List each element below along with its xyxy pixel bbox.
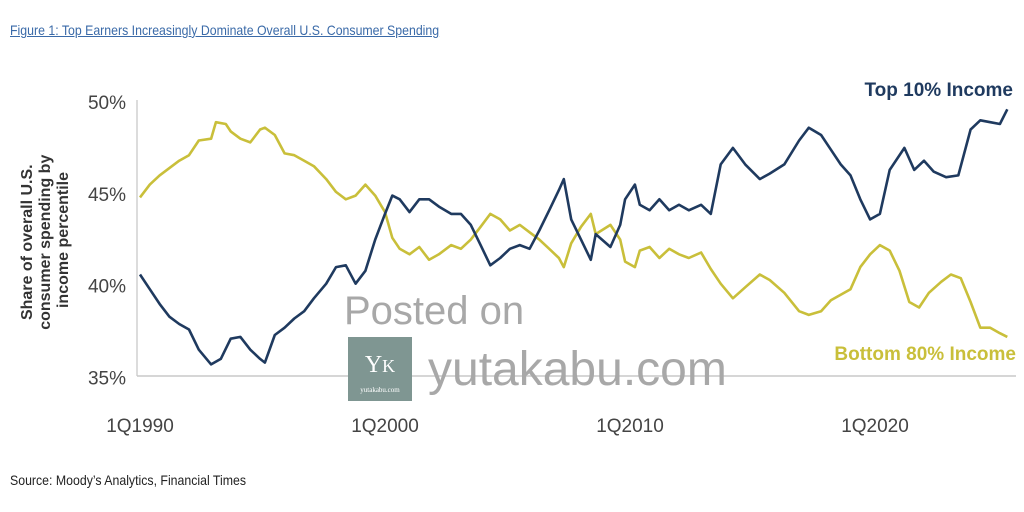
source-note: Source: Moody’s Analytics, Financial Tim… (10, 472, 247, 488)
axes (136, 100, 1016, 377)
y-tick-label: 50% (88, 93, 126, 114)
series-lines (138, 108, 1009, 366)
series-line-top-10-income (138, 108, 1009, 366)
x-tick-label: 1Q2000 (351, 416, 419, 437)
watermark-logo-caption: yutakabu.com (360, 386, 400, 394)
y-tick-label: 40% (88, 277, 126, 298)
watermark-logo (348, 337, 412, 401)
legend-top-10: Top 10% Income (864, 80, 1013, 101)
series-line-bottom-80-income (138, 120, 1008, 339)
y-axis-label-line: income percentile (55, 172, 72, 308)
watermark-site: yutakabu.com (428, 343, 727, 396)
y-tick-label: 45% (88, 185, 126, 206)
x-tick-label: 1Q1990 (106, 416, 174, 437)
y-tick-label: 35% (88, 368, 126, 389)
x-tick-label: 1Q2010 (596, 416, 664, 437)
watermark-posted-on: Posted on (344, 289, 524, 333)
x-tick-label: 1Q2020 (841, 416, 909, 437)
x-tick-labels: 1Q1990 1Q2000 1Q2010 1Q2020 (106, 416, 909, 437)
watermark-logo-letters: YK (365, 352, 395, 378)
figure-title[interactable]: Figure 1: Top Earners Increasingly Domin… (10, 22, 440, 38)
y-axis-label-line: Share of overall U.S. (19, 164, 36, 320)
y-axis-label-line: consumer spending by (37, 155, 54, 330)
legend-bottom-80: Bottom 80% Income (834, 344, 1016, 365)
y-tick-labels: 50% 45% 40% 35% (88, 93, 126, 389)
watermark: Posted on YK yutakabu.com yutakabu.com (344, 289, 727, 401)
y-axis-label: Share of overall U.S. consumer spending … (19, 150, 72, 330)
